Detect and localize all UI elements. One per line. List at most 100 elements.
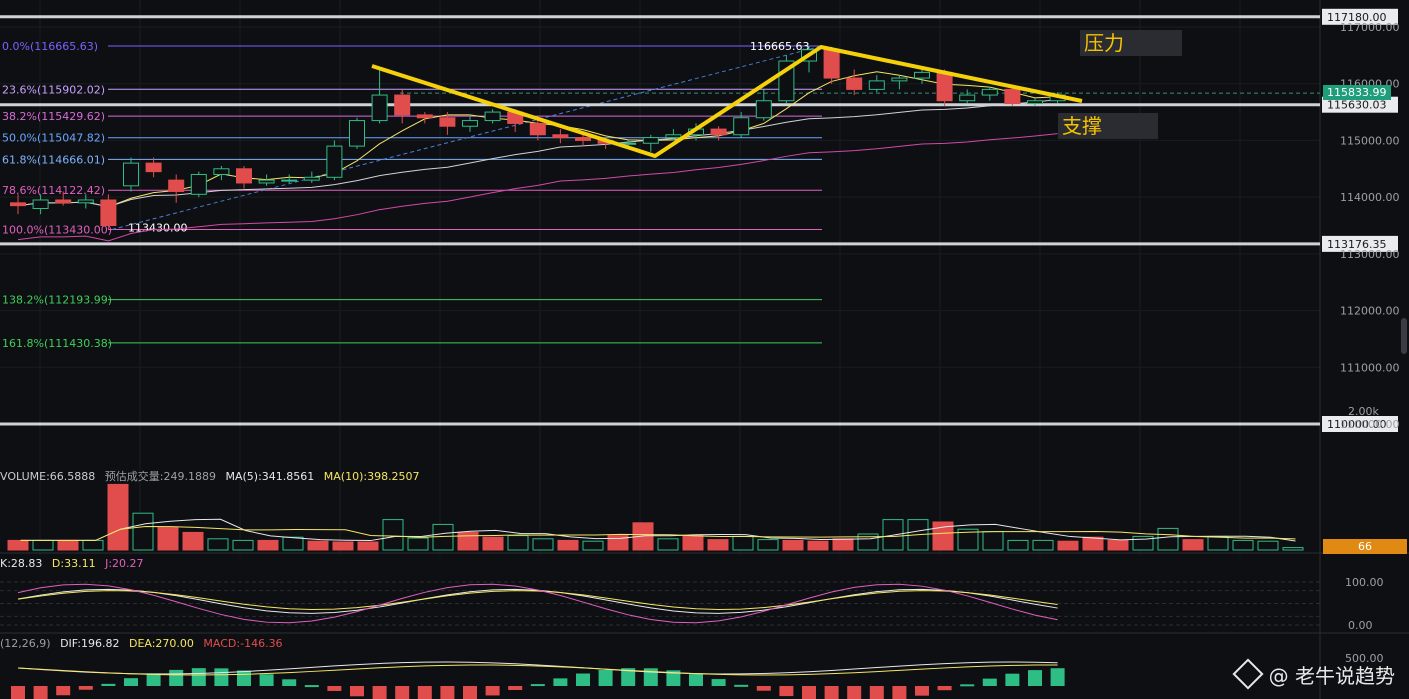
- macd-histogram-bar: [56, 686, 71, 696]
- volume-bar: [182, 531, 204, 551]
- macd-histogram-bar: [146, 673, 161, 686]
- price-tick-label: 113000.00: [1340, 248, 1400, 261]
- volume-bar: [57, 539, 79, 551]
- volume-bar: [1007, 539, 1029, 551]
- horizontal-level-label: 110000.00: [1327, 418, 1387, 431]
- macd-histogram-bar: [643, 668, 658, 686]
- volume-bar: [457, 531, 479, 551]
- volume-bar: [1257, 540, 1279, 551]
- macd-histogram-bar: [892, 686, 907, 699]
- lower-band-line: [17, 133, 1058, 242]
- macd-histogram-bar: [237, 670, 251, 686]
- candle-body: [10, 202, 26, 207]
- moving-averages: [17, 71, 1058, 242]
- kdj-j: J:20.27: [105, 557, 144, 570]
- volume-bar: [107, 483, 129, 551]
- macd-histogram-bar: [576, 673, 590, 686]
- macd-histogram-bar: [1050, 668, 1065, 686]
- kdj-legend: K:28.83 D:33.11 J:20.27: [0, 557, 150, 570]
- candles: [10, 45, 1066, 230]
- price-tick-label: 115000.00: [1340, 134, 1400, 147]
- volume-bar: [932, 521, 954, 551]
- fibonacci-levels: 0.0%(116665.63) 23.6%(115902.02) 38.2%(115…: [2, 40, 1320, 350]
- candle-body: [462, 120, 478, 127]
- macd-histogram-bar: [756, 686, 771, 691]
- candle-body: [733, 117, 750, 136]
- macd-legend: (12,26,9) DIF:196.82 DEA:270.00 MACD:-14…: [0, 637, 289, 650]
- macd-histogram-bar: [937, 686, 952, 691]
- price-tick-label: 110000.00: [1340, 418, 1400, 431]
- macd-value: MACD:-146.36: [203, 637, 283, 650]
- volume-bar: [382, 519, 404, 551]
- volume-bar: [1082, 536, 1104, 551]
- support-label: 支撑: [1058, 113, 1158, 139]
- macd-histogram-bar: [960, 684, 975, 687]
- candle-body: [575, 137, 591, 141]
- fib-level-label: 38.2%(115429.62): [2, 110, 105, 123]
- macd-dea: DEA:270.00: [128, 637, 194, 650]
- volume-bar: [507, 535, 529, 551]
- volume-ma5-line: [20, 518, 1296, 542]
- swing-high-label: 116665.63: [750, 40, 810, 53]
- volume-pane: 2.00k: [7, 405, 1379, 551]
- volume-bar: [1182, 539, 1204, 551]
- current-price-tag: 115833.99: [1323, 85, 1391, 100]
- volume-bar: [282, 536, 304, 551]
- volume-bar: [732, 535, 754, 551]
- macd-histogram-bar: [124, 678, 138, 686]
- macd-histogram-bar: [33, 686, 48, 699]
- candle-body: [823, 49, 840, 79]
- macd-histogram-bar: [191, 668, 206, 686]
- horizontal-levels: 117180.00 115630.03 113176.35 110000.00: [0, 8, 1398, 432]
- watermark: @ 老牛说趋势: [1232, 658, 1395, 690]
- candle-body: [55, 199, 72, 204]
- macd-histogram-bar: [869, 686, 884, 699]
- volume-est: 预估成交量:249.1889: [104, 470, 216, 483]
- candle-body: [236, 168, 252, 184]
- volume-axis-label: 2.00k: [1348, 405, 1379, 418]
- volume-bar: [707, 539, 729, 551]
- fib-level-label: 61.8%(114666.01): [2, 153, 105, 166]
- volume-current-tag: 66: [1323, 539, 1407, 554]
- horizontal-level-label: 113176.35: [1327, 238, 1387, 251]
- candle-body: [981, 88, 998, 96]
- volume-bar: [307, 540, 329, 551]
- candle-body: [168, 179, 185, 192]
- kdj-axis-label: 0.00: [1348, 619, 1373, 632]
- volume-bar: [32, 539, 54, 551]
- volume-bar: [807, 540, 829, 551]
- volume-bar: [957, 528, 979, 551]
- resistance-label: 压力: [1080, 30, 1182, 56]
- macd-dif-line: [17, 661, 1058, 675]
- volume-bar: [332, 541, 354, 551]
- candle-body: [846, 77, 863, 90]
- candle-body: [258, 179, 275, 184]
- macd-histogram-bar: [847, 686, 862, 699]
- volume-bar: [1282, 547, 1304, 551]
- volume-bar: [1157, 527, 1179, 551]
- kdj-j-line: [17, 583, 1058, 624]
- volume-bar: [832, 538, 854, 551]
- candle-body: [190, 173, 207, 195]
- volume-bar: [1107, 539, 1129, 551]
- volume-ma10: MA(10):398.2507: [323, 470, 420, 483]
- macd-histogram-bar: [598, 669, 613, 686]
- scrollbar-handle[interactable]: [1401, 318, 1407, 354]
- volume-bar: [1207, 535, 1229, 551]
- macd-histogram-bar: [982, 678, 997, 686]
- volume-bar: [1032, 539, 1054, 551]
- horizontal-level-tag: [1322, 8, 1398, 25]
- volume-bar: [232, 539, 254, 551]
- candle-body: [281, 179, 298, 182]
- candle-body: [914, 71, 930, 79]
- volume-bar: [257, 539, 279, 551]
- macd-histogram-bar: [101, 683, 116, 686]
- macd-dif: DIF:196.82: [60, 637, 120, 650]
- volume-bar: [157, 527, 179, 551]
- candle-body: [710, 128, 727, 136]
- price-tick-label: 112000.00: [1340, 305, 1400, 318]
- volume-bar: [982, 531, 1004, 551]
- macd-histogram-bar: [485, 686, 500, 696]
